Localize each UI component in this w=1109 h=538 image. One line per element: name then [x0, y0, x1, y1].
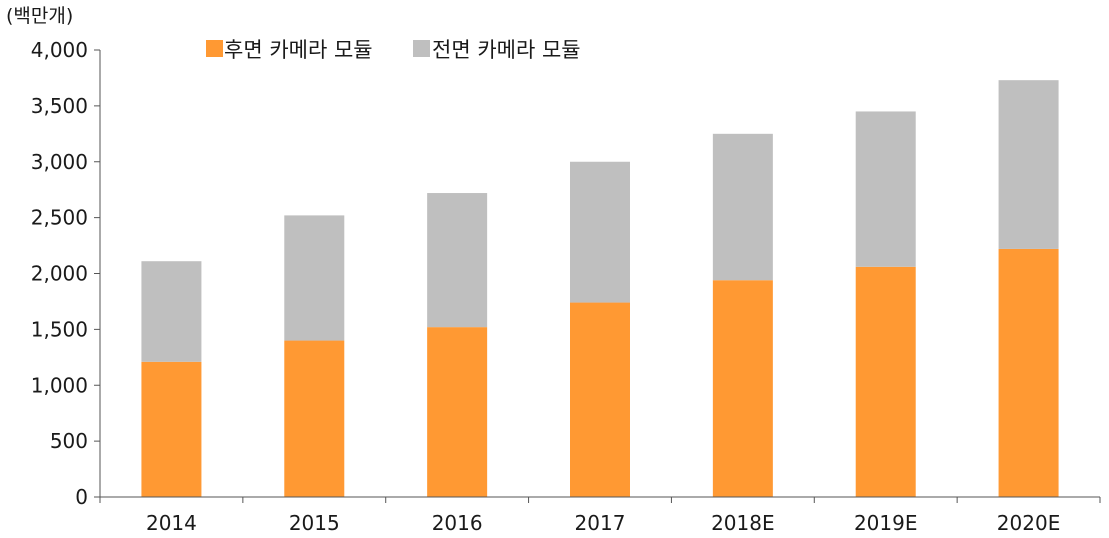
legend-label-front-camera: 전면 카메라 모듈 [432, 38, 581, 62]
y-tick-label: 2,000 [31, 262, 88, 286]
bar-rear-2016 [427, 327, 488, 497]
bar-rear-2014 [141, 361, 202, 497]
y-axis-unit-label: (백만개) [6, 5, 73, 27]
x-tick-label: 2020E [997, 511, 1061, 535]
bar-front-2014 [141, 261, 202, 362]
bar-rear-2018E [712, 280, 773, 497]
y-tick-label: 0 [75, 485, 88, 509]
bar-rear-2017 [570, 302, 630, 497]
y-tick-label: 500 [50, 429, 88, 453]
y-tick-label: 1,000 [31, 373, 88, 397]
x-tick-label: 2015 [289, 511, 340, 535]
bar-front-2020E [998, 80, 1059, 249]
x-tick-label: 2018E [711, 511, 775, 535]
x-tick-label: 2019E [854, 511, 918, 535]
y-tick-label: 3,000 [31, 150, 88, 174]
bar-front-2015 [284, 215, 345, 341]
legend-label-rear-camera: 후면 카메라 모듈 [224, 38, 373, 62]
plot-area: 0 500 1,000 1,500 2,000 2,500 3,000 3,500 4,000 2… [31, 38, 1101, 535]
legend-swatch-front-camera [413, 40, 430, 57]
y-tick-label: 4,000 [31, 38, 88, 62]
bar-rear-2015 [284, 340, 345, 497]
x-tick-label: 2016 [432, 511, 483, 535]
bar-front-2017 [570, 161, 630, 303]
bar-front-2019E [855, 111, 916, 267]
bar-rear-2020E [998, 248, 1059, 497]
bar-front-2018E [712, 133, 773, 281]
legend-swatch-rear-camera [206, 40, 223, 57]
x-tick-label: 2017 [575, 511, 626, 535]
y-tick-label: 3,500 [31, 94, 88, 118]
bar-rear-2019E [855, 266, 916, 497]
y-tick-label: 2,500 [31, 206, 88, 230]
bar-front-2016 [427, 193, 488, 328]
legend: 후면 카메라 모듈 전면 카메라 모듈 [206, 38, 581, 62]
x-tick-label: 2014 [146, 511, 197, 535]
y-tick-label: 1,500 [31, 317, 88, 341]
